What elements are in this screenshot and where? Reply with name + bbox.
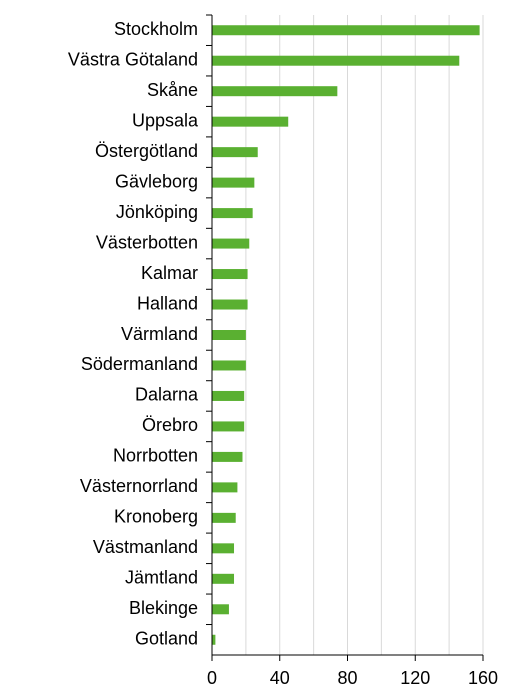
y-tick-label: Dalarna bbox=[135, 385, 199, 405]
y-tick-label: Södermanland bbox=[81, 354, 198, 374]
bar bbox=[212, 482, 238, 493]
y-tick-label: Värmland bbox=[121, 324, 198, 344]
y-tick-label: Halland bbox=[137, 293, 198, 313]
y-tick-label: Västra Götaland bbox=[68, 49, 198, 69]
y-tick-label: Stockholm bbox=[114, 19, 198, 39]
y-tick-label: Örebro bbox=[142, 415, 198, 435]
y-tick-label: Norrbotten bbox=[113, 446, 198, 466]
y-tick-label: Jämtland bbox=[125, 568, 198, 588]
bar bbox=[212, 269, 248, 280]
y-tick-label: Västerbotten bbox=[96, 232, 198, 252]
bar bbox=[212, 208, 253, 219]
x-tick-label: 160 bbox=[468, 668, 498, 688]
x-tick-label: 120 bbox=[400, 668, 430, 688]
y-tick-label: Östergötland bbox=[95, 141, 198, 161]
y-tick-label: Blekinge bbox=[129, 598, 198, 618]
x-tick-label: 80 bbox=[337, 668, 357, 688]
bar bbox=[212, 573, 235, 584]
bar bbox=[212, 512, 236, 523]
bar bbox=[212, 604, 229, 615]
y-tick-label: Skåne bbox=[147, 80, 198, 100]
y-tick-label: Kronoberg bbox=[114, 507, 198, 527]
bar bbox=[212, 55, 460, 66]
bar bbox=[212, 177, 255, 188]
bar bbox=[212, 543, 235, 554]
y-tick-label: Västmanland bbox=[93, 537, 198, 557]
bar bbox=[212, 116, 289, 127]
y-tick-label: Gävleborg bbox=[115, 171, 198, 191]
bar bbox=[212, 147, 258, 158]
bar bbox=[212, 634, 216, 645]
bar bbox=[212, 86, 338, 97]
x-tick-label: 40 bbox=[270, 668, 290, 688]
bar bbox=[212, 238, 250, 249]
bar bbox=[212, 330, 246, 340]
y-tick-label: Gotland bbox=[135, 629, 198, 649]
bar bbox=[212, 421, 245, 432]
y-tick-label: Uppsala bbox=[132, 110, 199, 130]
y-tick-label: Kalmar bbox=[141, 263, 198, 283]
bar bbox=[212, 360, 246, 371]
bar bbox=[212, 390, 245, 401]
x-tick-label: 0 bbox=[207, 668, 217, 688]
bar bbox=[212, 25, 480, 36]
y-tick-label: Västernorrland bbox=[80, 476, 198, 496]
y-tick-label: Jönköping bbox=[116, 202, 198, 222]
bar bbox=[212, 451, 243, 462]
bar bbox=[212, 299, 248, 310]
